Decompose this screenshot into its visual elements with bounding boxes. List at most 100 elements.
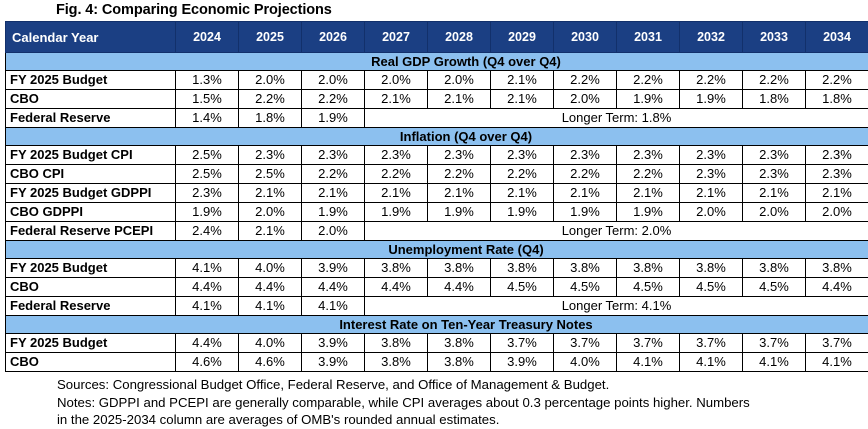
header-year-2033: 2033 <box>743 22 806 53</box>
data-cell: 4.4% <box>302 278 365 297</box>
data-cell: 4.4% <box>806 278 868 297</box>
header-year-2026: 2026 <box>302 22 365 53</box>
row-label: FY 2025 Budget GDPPI <box>6 184 176 203</box>
data-cell: 4.6% <box>176 353 239 372</box>
data-cell: 4.5% <box>617 278 680 297</box>
data-cell: 1.9% <box>365 203 428 222</box>
row-label: Federal Reserve PCEPI <box>6 222 176 241</box>
data-cell: 4.1% <box>239 297 302 316</box>
data-cell: 4.1% <box>806 353 868 372</box>
header-calendar-year: Calendar Year <box>6 22 176 53</box>
data-cell: 4.5% <box>743 278 806 297</box>
row-label: CBO <box>6 353 176 372</box>
data-cell: 2.0% <box>239 203 302 222</box>
data-cell: 4.0% <box>239 334 302 353</box>
longer-term-cell: Longer Term: 4.1% <box>365 297 868 316</box>
data-cell: 4.6% <box>239 353 302 372</box>
data-cell: 3.9% <box>491 353 554 372</box>
data-cell: 3.8% <box>680 259 743 278</box>
section-header-row: Interest Rate on Ten-Year Treasury Notes <box>6 316 868 334</box>
header-year-2028: 2028 <box>428 22 491 53</box>
header-year-2031: 2031 <box>617 22 680 53</box>
data-cell: 2.3% <box>617 146 680 165</box>
data-cell: 1.9% <box>302 109 365 128</box>
data-cell: 3.8% <box>743 259 806 278</box>
row-label: FY 2025 Budget <box>6 259 176 278</box>
data-cell: 2.0% <box>554 90 617 109</box>
header-year-2032: 2032 <box>680 22 743 53</box>
data-cell: 3.7% <box>491 334 554 353</box>
data-cell: 2.4% <box>176 222 239 241</box>
data-cell: 3.8% <box>428 334 491 353</box>
data-cell: 4.4% <box>365 278 428 297</box>
data-cell: 2.0% <box>365 71 428 90</box>
footnote-notes-line1: Notes: GDPPI and PCEPI are generally com… <box>57 394 868 412</box>
data-cell: 3.7% <box>554 334 617 353</box>
data-cell: 2.3% <box>239 146 302 165</box>
data-cell: 4.5% <box>554 278 617 297</box>
data-cell: 3.8% <box>365 334 428 353</box>
data-cell: 2.1% <box>680 184 743 203</box>
row-label: Federal Reserve <box>6 297 176 316</box>
data-cell: 2.1% <box>239 184 302 203</box>
section-header-row: Inflation (Q4 over Q4) <box>6 128 868 146</box>
data-cell: 2.0% <box>680 203 743 222</box>
longer-term-cell: Longer Term: 2.0% <box>365 222 868 241</box>
data-cell: 1.9% <box>554 203 617 222</box>
data-cell: 3.9% <box>302 353 365 372</box>
data-cell: 2.3% <box>680 146 743 165</box>
data-cell: 2.3% <box>554 146 617 165</box>
data-cell: 2.2% <box>302 90 365 109</box>
section-title: Real GDP Growth (Q4 over Q4) <box>6 53 868 71</box>
data-cell: 4.1% <box>302 297 365 316</box>
data-cell: 4.5% <box>491 278 554 297</box>
data-cell: 4.4% <box>176 334 239 353</box>
data-cell: 1.9% <box>617 203 680 222</box>
data-cell: 2.3% <box>680 165 743 184</box>
data-cell: 4.1% <box>680 353 743 372</box>
data-cell: 2.0% <box>239 71 302 90</box>
data-cell: 2.1% <box>554 184 617 203</box>
footnote-sources: Sources: Congressional Budget Office, Fe… <box>57 376 868 394</box>
row-label: CBO GDPPI <box>6 203 176 222</box>
data-cell: 3.7% <box>743 334 806 353</box>
section-header-row: Real GDP Growth (Q4 over Q4) <box>6 53 868 71</box>
data-cell: 2.2% <box>302 165 365 184</box>
data-cell: 4.1% <box>176 297 239 316</box>
data-cell: 1.9% <box>302 203 365 222</box>
data-cell: 3.7% <box>680 334 743 353</box>
header-year-2030: 2030 <box>554 22 617 53</box>
data-cell: 2.3% <box>302 146 365 165</box>
data-cell: 2.2% <box>617 165 680 184</box>
data-cell: 4.5% <box>680 278 743 297</box>
data-cell: 3.8% <box>554 259 617 278</box>
data-cell: 3.8% <box>365 353 428 372</box>
row-label: FY 2025 Budget <box>6 71 176 90</box>
row-label: CBO <box>6 90 176 109</box>
data-cell: 2.0% <box>428 71 491 90</box>
data-cell: 3.8% <box>428 259 491 278</box>
data-cell: 2.2% <box>617 71 680 90</box>
data-cell: 3.8% <box>428 353 491 372</box>
data-cell: 4.4% <box>428 278 491 297</box>
data-cell: 2.3% <box>365 146 428 165</box>
data-cell: 2.3% <box>176 184 239 203</box>
data-cell: 2.1% <box>491 184 554 203</box>
data-cell: 2.0% <box>806 203 868 222</box>
data-cell: 2.5% <box>239 165 302 184</box>
data-cell: 2.1% <box>491 90 554 109</box>
data-cell: 1.8% <box>239 109 302 128</box>
header-year-2027: 2027 <box>365 22 428 53</box>
data-cell: 2.1% <box>428 184 491 203</box>
row-label: CBO CPI <box>6 165 176 184</box>
